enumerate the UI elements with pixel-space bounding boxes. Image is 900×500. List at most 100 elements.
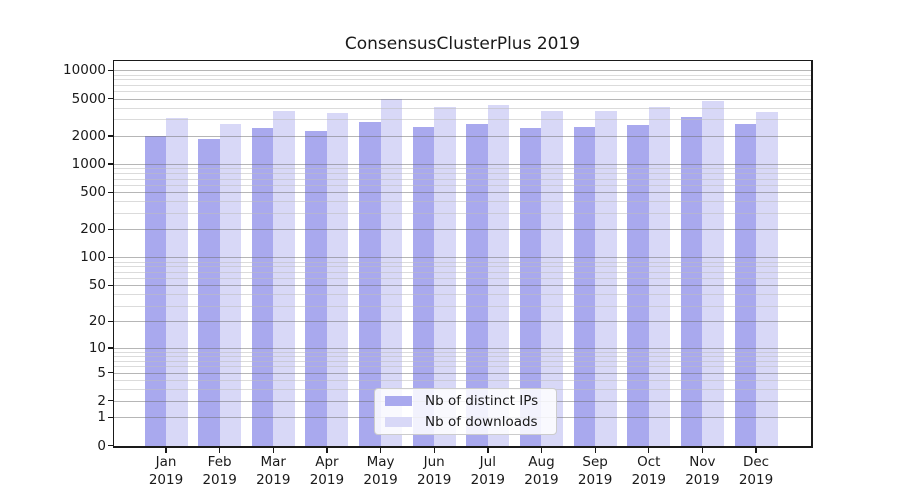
y-tick-mark — [107, 191, 113, 193]
y-tick-label: 0 — [97, 437, 106, 454]
x-tick-year: 2019 — [631, 471, 666, 488]
bar-distinct-ips — [305, 131, 327, 446]
minor-gridline — [114, 271, 811, 273]
x-tick-label: Sep 2019 — [564, 454, 626, 489]
y-tick-label: 100 — [80, 249, 106, 266]
x-tick-mark — [165, 447, 167, 453]
minor-gridline — [114, 379, 811, 381]
y-tick-mark — [107, 69, 113, 71]
x-tick-label: Jan 2019 — [135, 454, 197, 489]
x-tick-year: 2019 — [309, 471, 345, 488]
x-tick-month: Aug — [528, 454, 555, 470]
legend-item: Nb of distinct IPs — [385, 393, 546, 409]
y-tick-mark — [107, 320, 113, 323]
y-tick-mark — [107, 416, 113, 418]
y-tick-label: 50 — [88, 277, 106, 294]
bar-distinct-ips — [198, 138, 220, 446]
major-gridline — [114, 321, 811, 323]
x-tick-mark — [379, 447, 382, 453]
y-tick-label: 1000 — [71, 156, 106, 173]
x-tick-year: 2019 — [256, 471, 291, 488]
x-tick-mark — [219, 447, 221, 453]
minor-gridline — [114, 91, 811, 93]
major-gridline — [114, 135, 811, 137]
minor-gridline — [114, 213, 811, 214]
legend-swatch — [385, 417, 412, 427]
y-tick-mark — [107, 347, 113, 349]
x-tick-month: Apr — [315, 454, 339, 470]
y-tick-mark — [107, 371, 113, 374]
minor-gridline — [114, 360, 811, 362]
y-tick-mark — [107, 135, 113, 137]
minor-gridline — [114, 366, 811, 368]
minor-gridline — [114, 168, 811, 170]
bar-distinct-ips — [359, 122, 381, 446]
x-tick-label: Nov 2019 — [671, 454, 733, 489]
x-tick-mark — [326, 447, 328, 453]
y-tick-label: 10 — [88, 339, 106, 356]
x-tick-label: Apr 2019 — [296, 454, 358, 489]
x-tick-label: Oct 2019 — [618, 454, 680, 489]
x-tick-month: Mar — [260, 454, 286, 470]
major-gridline — [114, 347, 811, 349]
bar-downloads — [648, 107, 671, 446]
x-tick-year: 2019 — [470, 471, 505, 488]
x-tick-mark — [540, 447, 543, 453]
y-tick-mark — [107, 284, 113, 287]
y-tick-label: 2000 — [71, 127, 106, 144]
x-tick-month: Jul — [479, 454, 496, 470]
legend-item: Nb of downloads — [385, 414, 546, 430]
x-tick-label: Jul 2019 — [457, 454, 519, 489]
x-tick-year: 2019 — [738, 471, 774, 488]
x-tick-mark — [487, 447, 489, 453]
bar-downloads — [702, 100, 724, 446]
x-tick-month: Nov — [689, 454, 716, 470]
x-tick-year: 2019 — [685, 471, 720, 488]
minor-gridline — [114, 184, 811, 186]
minor-gridline — [114, 294, 811, 296]
minor-gridline — [114, 84, 811, 86]
major-gridline — [114, 164, 811, 166]
minor-gridline — [114, 266, 811, 268]
major-gridline — [114, 229, 811, 231]
x-tick-mark — [594, 447, 596, 453]
x-tick-year: 2019 — [202, 471, 237, 488]
x-tick-label: Feb 2019 — [189, 454, 251, 489]
bar-distinct-ips — [573, 127, 596, 446]
x-tick-mark — [272, 447, 274, 453]
y-tick-label: 5000 — [71, 90, 106, 107]
minor-gridline — [114, 201, 811, 203]
x-tick-month: Feb — [207, 454, 232, 470]
y-tick-mark — [107, 97, 113, 100]
y-tick-label: 2 — [97, 392, 106, 409]
legend-label: Nb of distinct IPs — [425, 393, 539, 409]
x-tick-label: Jun 2019 — [403, 454, 465, 489]
x-tick-month: Dec — [742, 454, 770, 470]
y-tick-label: 10000 — [63, 62, 106, 79]
x-tick-month: Sep — [582, 454, 608, 470]
bar-distinct-ips — [251, 127, 274, 446]
y-tick-label: 1 — [97, 409, 106, 426]
y-tick-label: 5 — [97, 364, 106, 381]
major-gridline — [114, 192, 811, 194]
major-gridline — [114, 98, 811, 100]
x-tick-year: 2019 — [417, 471, 452, 488]
y-tick-label: 500 — [80, 184, 106, 201]
top-spine — [112, 59, 813, 61]
bar-distinct-ips — [144, 136, 166, 446]
bar-downloads — [326, 113, 349, 446]
x-axis — [112, 446, 813, 448]
chart-title: ConsensusClusterPlus 2019 — [344, 34, 581, 54]
bar-distinct-ips — [466, 123, 488, 446]
legend-label: Nb of downloads — [425, 414, 538, 430]
y-tick-mark — [107, 400, 113, 402]
y-tick-mark — [107, 256, 113, 259]
x-tick-label: May 2019 — [350, 454, 412, 489]
x-tick-month: Oct — [637, 454, 661, 470]
legend-swatch — [385, 396, 412, 406]
bar-downloads — [219, 124, 242, 446]
y-tick-mark — [107, 163, 113, 165]
major-gridline — [114, 257, 811, 259]
x-tick-month: May — [366, 454, 395, 470]
